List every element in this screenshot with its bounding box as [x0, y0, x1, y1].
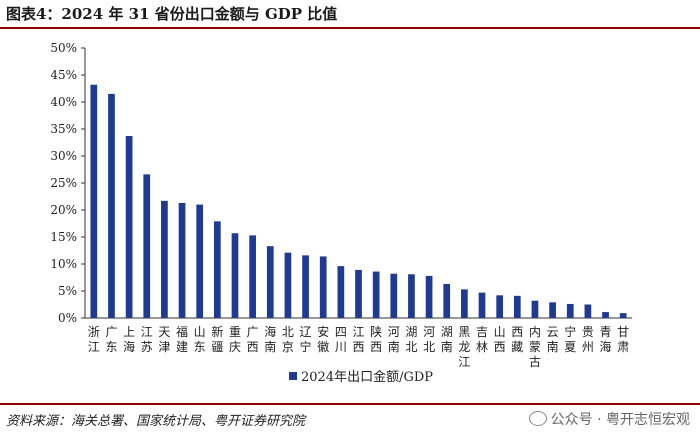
x-tick-label: 宁夏: [564, 324, 576, 354]
x-tick-label: 黑龙江: [458, 325, 470, 369]
x-tick-label: 湖南: [441, 324, 453, 354]
bar: [355, 269, 362, 318]
bar: [231, 233, 239, 318]
bar: [196, 204, 204, 318]
bar: [566, 303, 574, 318]
bar: [266, 246, 274, 318]
bar: [213, 221, 221, 318]
bar: [549, 302, 556, 318]
x-tick-label: 上海: [123, 325, 135, 354]
bar: [425, 275, 433, 318]
legend-label: 2024年出口金额/GDP: [301, 369, 433, 385]
y-tick-label: 5%: [58, 284, 77, 298]
bar: [372, 271, 380, 318]
y-tick-label: 30%: [50, 149, 77, 163]
bar-series: [90, 84, 627, 319]
bar: [496, 295, 504, 318]
bar: [284, 252, 292, 318]
y-tick-label: 50%: [50, 41, 77, 55]
x-axis-labels: 浙江广东上海江苏天津福建山东新疆重庆广西海南北京辽宁安徽四川江西陕西河南湖北河北…: [88, 324, 629, 369]
bar: [178, 202, 186, 318]
y-tick-label: 15%: [50, 230, 77, 244]
x-tick-label: 山西: [494, 325, 506, 354]
x-tick-label: 北京: [282, 325, 294, 354]
x-tick-label: 西藏: [511, 325, 523, 354]
bar: [108, 93, 115, 319]
x-tick-label: 新疆: [211, 324, 223, 354]
y-tick-label: 25%: [50, 176, 77, 190]
x-tick-label: 内蒙古: [529, 325, 541, 369]
x-tick-label: 云南: [547, 325, 559, 354]
bar: [337, 266, 345, 318]
y-axis: 0% 5% 10% 15% 20% 25% 30% 35% 40% 45% 50%: [50, 41, 632, 325]
bar: [513, 295, 521, 318]
x-tick-label: 天津: [158, 325, 170, 354]
bar: [143, 174, 151, 318]
x-tick-label: 江西: [352, 325, 364, 354]
x-tick-label: 浙江: [88, 325, 100, 354]
x-tick-label: 河南: [388, 325, 400, 354]
x-tick-label: 四川: [335, 325, 347, 354]
source-note: 资料来源：海关总署、国家统计局、粤开证券研究院: [6, 414, 306, 429]
x-tick-label: 安徽: [317, 324, 329, 354]
bar: [619, 313, 627, 318]
legend-swatch: [289, 372, 297, 380]
x-tick-label: 河北: [423, 325, 435, 354]
x-tick-label: 甘肃: [617, 325, 629, 354]
bar: [125, 136, 133, 318]
bar: [408, 274, 415, 318]
x-tick-label: 江苏: [141, 325, 153, 354]
x-tick-label: 陕西: [370, 324, 382, 354]
x-tick-label: 广西: [247, 325, 259, 354]
watermark-text: 公众号 · 粤开志恒宏观: [550, 412, 690, 428]
bar: [461, 289, 468, 318]
wechat-icon: [528, 411, 547, 426]
bar: [319, 256, 327, 318]
x-tick-label: 山东: [194, 325, 206, 354]
x-tick-label: 海南: [264, 324, 276, 354]
x-tick-label: 贵州: [582, 325, 594, 354]
source-rule: [0, 403, 700, 405]
bar: [161, 200, 168, 318]
y-tick-label: 40%: [50, 95, 77, 109]
watermark: 公众号 · 粤开志恒宏观: [528, 409, 690, 429]
x-tick-label: 辽宁: [300, 325, 312, 354]
bar: [302, 255, 309, 318]
x-tick-label: 湖北: [405, 324, 417, 354]
bar: [249, 235, 256, 318]
bar: [602, 312, 609, 318]
bar: [443, 283, 451, 318]
bar: [90, 84, 98, 318]
legend: 2024年出口金额/GDP: [289, 369, 433, 385]
title-rule: [0, 27, 700, 29]
x-tick-label: 吉林: [476, 325, 488, 354]
y-tick-label: 10%: [50, 257, 77, 271]
y-tick-label: 20%: [50, 203, 77, 217]
x-tick-label: 福建: [176, 324, 188, 354]
x-tick-label: 重庆: [229, 325, 241, 354]
bar: [584, 304, 592, 318]
chart-title: 图表4：2024 年 31 省份出口金额与 GDP 比值: [6, 5, 338, 23]
x-tick-label: 青海: [600, 325, 612, 354]
bar: [390, 273, 398, 318]
bar: [478, 292, 486, 318]
bar-chart: 0% 5% 10% 15% 20% 25% 30% 35% 40% 45% 50% 浙江广东上海江苏…: [50, 41, 632, 385]
bar: [531, 300, 539, 318]
y-tick-label: 0%: [58, 311, 77, 325]
y-tick-label: 45%: [50, 68, 77, 82]
x-tick-label: 广东: [105, 325, 117, 354]
y-tick-label: 35%: [50, 122, 77, 136]
